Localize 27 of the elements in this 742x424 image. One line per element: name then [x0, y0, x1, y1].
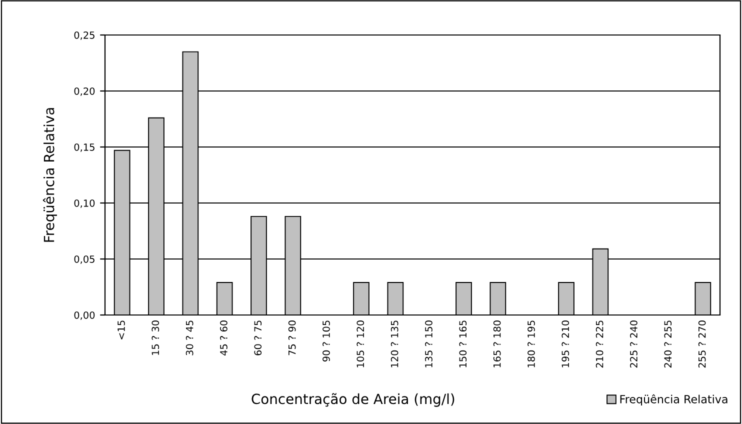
x-tick-label: <15 [118, 320, 125, 340]
x-tick-label: 15 ? 30 [152, 320, 160, 355]
x-tick-label: 135 ? 150 [425, 320, 432, 368]
y-tick-label: 0,05 [74, 255, 94, 264]
x-tick-label: 225 ? 240 [630, 320, 638, 368]
x-tick-label: 165 ? 180 [493, 320, 501, 368]
y-tick-label: 0,25 [74, 31, 94, 40]
x-tick-label: 45 ? 60 [220, 320, 228, 356]
y-axis-title: Freqüência Relativa [42, 108, 57, 242]
y-tick-label: 0,00 [74, 311, 95, 320]
x-tick-label: 180 ? 195 [528, 320, 535, 368]
legend-label: Freqüência Relativa [620, 394, 728, 406]
x-tick-label: 60 ? 75 [254, 320, 262, 356]
y-tick-label: 0,15 [74, 143, 94, 152]
x-tick-label: 75 ? 90 [288, 320, 296, 356]
x-tick-label: 105 ? 120 [356, 320, 364, 368]
x-axis-title: Concentração de Areia (mg/l) [252, 393, 454, 407]
x-tick-label: 120 ? 135 [390, 320, 398, 368]
y-tick-label: 0,20 [74, 87, 95, 96]
x-tick-label: 90 ? 105 [322, 320, 330, 362]
x-tick-label: 30 ? 45 [186, 320, 194, 356]
x-tick-label: 195 ? 210 [562, 320, 570, 368]
x-tick-label: 240 ? 255 [664, 320, 672, 368]
y-tick-label: 0,10 [74, 199, 95, 208]
x-tick-label: 150 ? 165 [459, 320, 467, 368]
x-tick-label: 210 ? 225 [596, 320, 604, 368]
x-tick-label: 255 ? 270 [698, 320, 706, 368]
